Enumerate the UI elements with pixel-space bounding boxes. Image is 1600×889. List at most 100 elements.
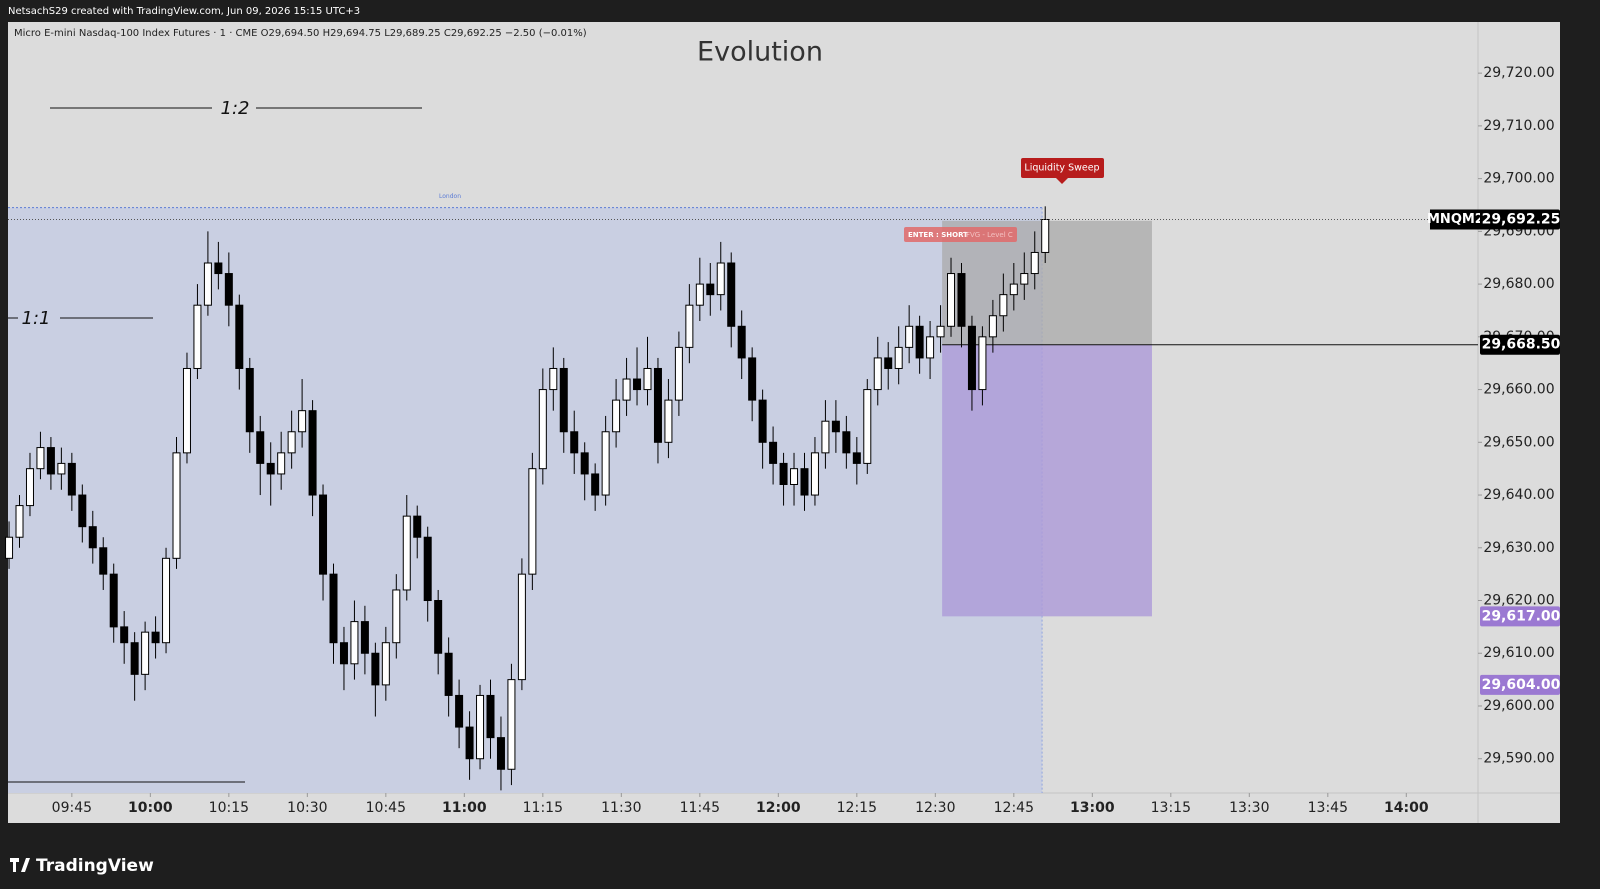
candle-body <box>674 346 683 401</box>
candle-body <box>182 367 191 454</box>
candle-body <box>402 515 411 591</box>
candle-body <box>831 420 840 433</box>
y-tick-label: 29,640.00 <box>1483 487 1554 503</box>
y-tick-label: 29,720.00 <box>1483 65 1554 81</box>
candle-body <box>842 431 851 454</box>
price-label: 29,604.00 <box>1482 677 1561 693</box>
candle-body <box>46 447 55 475</box>
candle-body <box>852 452 861 464</box>
price-label-box <box>1480 674 1560 695</box>
candle-body <box>319 494 328 575</box>
y-tick-label: 29,650.00 <box>1483 434 1554 450</box>
candle-body <box>476 694 485 760</box>
candle-body <box>1020 273 1029 285</box>
x-tick-label: 11:00 <box>442 800 487 816</box>
x-tick-label: 13:45 <box>1308 800 1348 816</box>
sweep-pointer <box>1056 178 1068 184</box>
candle-body <box>203 262 212 306</box>
sweep-badge <box>1021 158 1104 178</box>
candle-body <box>612 399 621 433</box>
candle-body <box>706 283 715 296</box>
candle-body <box>120 626 129 644</box>
candle-body <box>329 573 338 644</box>
candle-body <box>339 642 348 665</box>
candle-body <box>67 462 76 496</box>
candle-body <box>653 367 662 443</box>
candle-body <box>947 273 956 327</box>
candle-body <box>695 283 704 306</box>
candle-body <box>758 399 767 443</box>
caption: NetsachS29 created with TradingView.com,… <box>8 6 360 17</box>
candle-body <box>517 573 526 681</box>
candle-body <box>967 325 976 391</box>
y-tick-label: 29,630.00 <box>1483 540 1554 556</box>
brand: TradingView <box>36 856 154 876</box>
candle-body <box>800 468 809 496</box>
x-tick-label: 13:00 <box>1070 800 1115 816</box>
candle-body <box>549 367 558 391</box>
instrument: Micro E-mini Nasdaq-100 Index Futures · … <box>14 28 587 39</box>
price-label-box <box>1480 606 1560 627</box>
candle-body <box>99 547 108 575</box>
candle-body <box>434 600 443 654</box>
x-tick-label: 12:30 <box>915 800 955 816</box>
candle-body <box>790 468 799 485</box>
candle-body <box>235 304 244 369</box>
entry-badge <box>904 227 1017 242</box>
candle-body <box>88 526 97 549</box>
brand-logo <box>10 858 30 872</box>
candle-body <box>810 452 819 496</box>
candle-body <box>423 536 432 602</box>
candle-body <box>988 315 997 338</box>
ratio-label: 1:1 <box>22 308 51 329</box>
x-tick-label: 09:45 <box>52 800 92 816</box>
y-tick-label: 29,710.00 <box>1483 118 1554 134</box>
candle-body <box>601 431 610 496</box>
candle-body <box>298 410 307 433</box>
candle-body <box>350 621 359 665</box>
candle-body <box>287 431 296 454</box>
y-tick-label: 29,620.00 <box>1483 593 1554 609</box>
x-tick-label: 12:45 <box>994 800 1034 816</box>
candle-body <box>130 642 139 675</box>
candle-body <box>580 452 589 475</box>
candle-body <box>926 336 935 359</box>
candle-body <box>978 336 987 391</box>
candle-body <box>591 473 600 496</box>
candle-body <box>894 346 903 369</box>
x-tick-label: 10:45 <box>366 800 406 816</box>
candle-body <box>821 420 830 454</box>
candle-body <box>193 304 202 369</box>
candle-body <box>57 462 66 475</box>
x-tick-label: 11:15 <box>523 800 563 816</box>
target-zone <box>942 344 1152 617</box>
candle-body <box>162 557 171 644</box>
price-label-box <box>1480 334 1560 355</box>
candle-body <box>5 536 14 559</box>
session-box <box>8 207 1043 794</box>
candle-body <box>643 367 652 391</box>
y-tick-label: 29,590.00 <box>1483 751 1554 767</box>
chart-title: Evolution <box>697 37 823 68</box>
candle-body <box>538 389 547 470</box>
candle-body <box>905 325 914 348</box>
candle-body <box>224 273 233 306</box>
y-tick-label: 29,700.00 <box>1483 171 1554 187</box>
candle-body <box>381 642 390 686</box>
candle-body <box>151 631 160 644</box>
candle-body <box>737 325 746 359</box>
candle-body <box>507 679 516 770</box>
candle-body <box>36 447 45 470</box>
x-tick-label: 12:00 <box>756 800 801 816</box>
candle-body <box>392 589 401 644</box>
x-tick-label: 12:15 <box>837 800 877 816</box>
candle-body <box>716 262 725 296</box>
x-tick-label: 10:30 <box>287 800 327 816</box>
candle-body <box>915 325 924 359</box>
candle-body <box>1009 283 1018 296</box>
candle-body <box>664 399 673 443</box>
candle-body <box>769 441 778 464</box>
x-tick-label: 10:15 <box>209 800 249 816</box>
price-label: 29,617.00 <box>1482 608 1561 624</box>
